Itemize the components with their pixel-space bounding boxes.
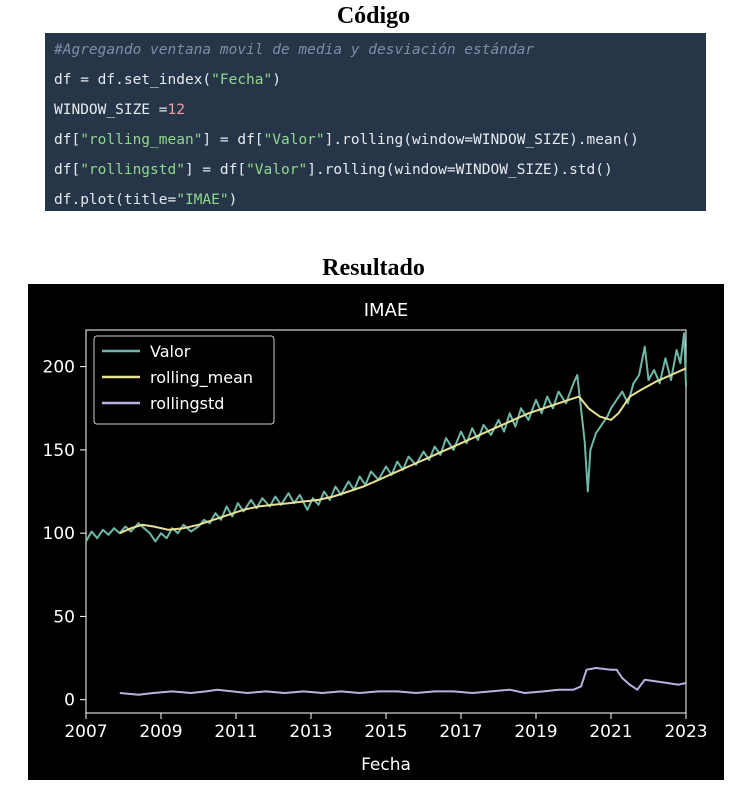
code-line: df["rolling_mean"] = df["Valor"].rolling…	[54, 125, 706, 155]
y-axis: 0 50 100 150 200	[43, 358, 86, 711]
code-line: WINDOW_SIZE =12	[54, 95, 706, 125]
code-token: ] = df[	[184, 162, 247, 178]
code-token: df[	[54, 162, 81, 178]
x-tick-label: 2011	[214, 722, 257, 742]
imae-chart: IMAE 2007 2009 2011 2013 2015 2017 2019 2021 202…	[43, 300, 708, 775]
code-token: "IMAE"	[176, 192, 229, 208]
code-token: "Valor"	[246, 162, 308, 178]
series-line-rollingstd	[119, 667, 687, 696]
code-token: "rolling_mean"	[80, 132, 203, 148]
legend: Valor rolling_mean rollingstd	[93, 335, 275, 425]
code-token: ].rolling(window=WINDOW_SIZE).std()	[307, 162, 613, 178]
code-token: df = df.set_index(	[54, 72, 212, 88]
x-axis-label: Fecha	[361, 755, 411, 775]
code-token: df.plot(title=	[54, 192, 177, 208]
code-token: ].rolling(window=WINDOW_SIZE).mean()	[324, 132, 639, 148]
code-line: df = df.set_index("Fecha")	[54, 65, 706, 95]
code-token: ] = df[	[202, 132, 264, 148]
code-block: #Agregando ventana movil de media y desv…	[45, 33, 706, 211]
legend-label: Valor	[150, 342, 191, 361]
result-heading: Resultado	[322, 255, 425, 281]
x-tick-label: 2017	[439, 722, 482, 742]
series-layer	[85, 332, 687, 696]
code-token: "rollingstd"	[80, 162, 185, 178]
chart-panel: IMAE 2007 2009 2011 2013 2015 2017 2019 2021 202…	[28, 284, 724, 780]
code-heading: Código	[336, 3, 411, 29]
x-tick-label: 2019	[514, 722, 557, 742]
chart-title: IMAE	[364, 300, 409, 321]
legend-label: rolling_mean	[150, 368, 253, 388]
y-tick-label: 50	[53, 607, 75, 627]
y-tick-label: 200	[43, 358, 75, 378]
x-tick-label: 2021	[589, 722, 632, 742]
code-token: "Valor"	[263, 132, 325, 148]
code-line: df["rollingstd"] = df["Valor"].rolling(w…	[54, 155, 706, 185]
x-tick-label: 2007	[64, 722, 107, 742]
x-axis: 2007 2009 2011 2013 2015 2017 2019 2021 2023	[64, 713, 708, 742]
code-token: #Agregando ventana movil de media y desv…	[54, 42, 535, 58]
x-tick-label: 2015	[364, 722, 407, 742]
code-token: "Fecha"	[211, 72, 273, 88]
x-tick-label: 2009	[139, 722, 182, 742]
y-tick-label: 0	[64, 691, 75, 711]
x-tick-label: 2023	[664, 722, 707, 742]
legend-label: rollingstd	[150, 394, 224, 413]
code-token: 12	[167, 102, 185, 118]
code-token: )	[228, 192, 238, 208]
y-tick-label: 150	[43, 441, 75, 461]
series-line-rolling-mean	[119, 367, 687, 535]
code-line: df.plot(title="IMAE")	[54, 185, 706, 215]
code-line: #Agregando ventana movil de media y desv…	[54, 37, 706, 65]
x-tick-label: 2013	[289, 722, 332, 742]
y-tick-label: 100	[43, 524, 75, 544]
code-token: df[	[54, 132, 81, 148]
code-token: WINDOW_SIZE =	[54, 102, 168, 118]
code-token: )	[272, 72, 281, 88]
